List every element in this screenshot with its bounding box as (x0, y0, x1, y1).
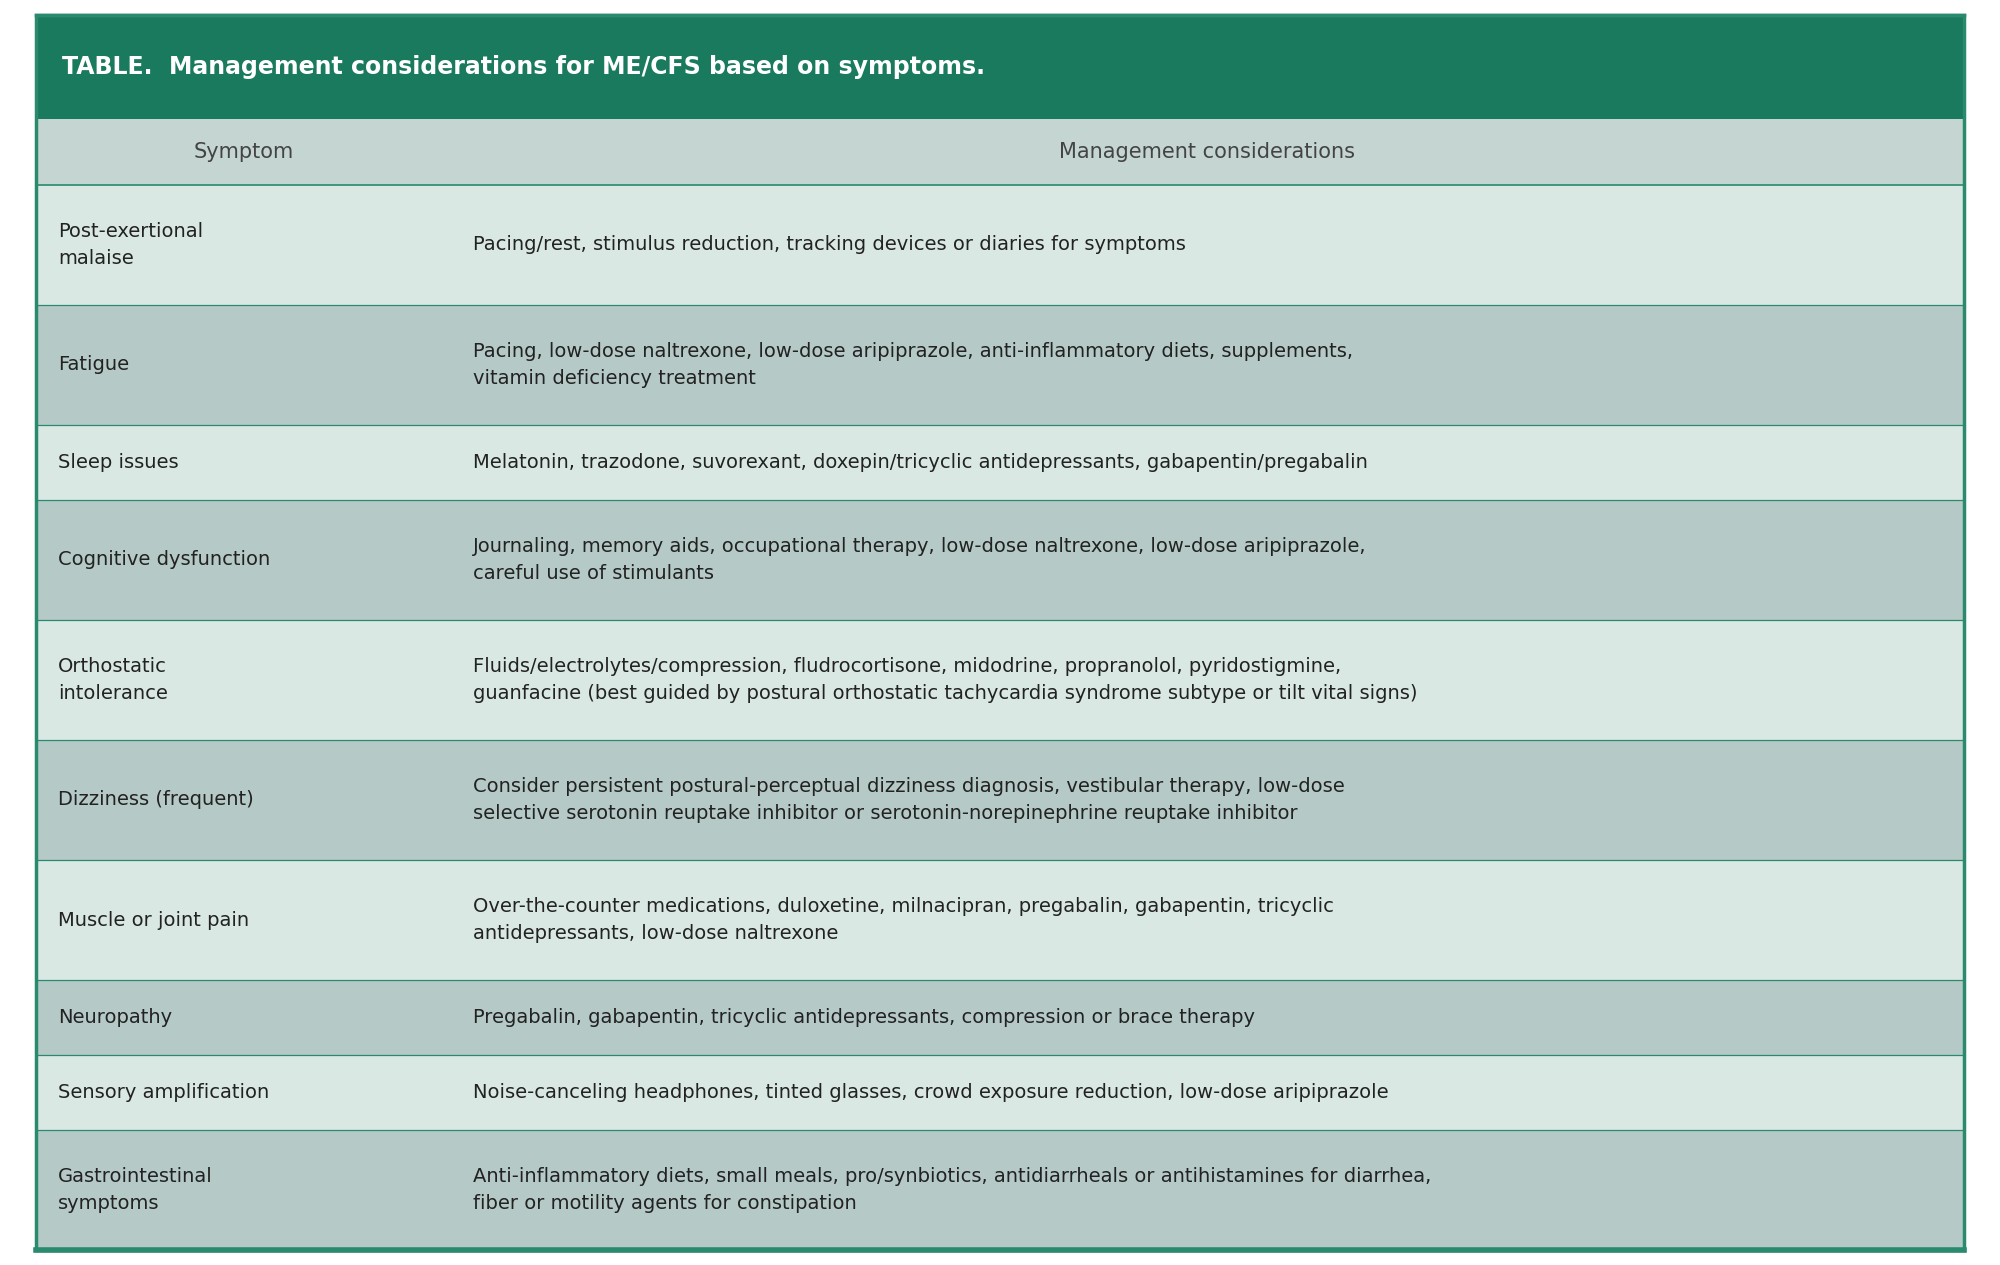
Bar (36, 500, 1964, 620)
Bar (36, 980, 1964, 1055)
Text: Gastrointestinal
symptoms: Gastrointestinal symptoms (58, 1166, 212, 1213)
Text: Neuropathy: Neuropathy (58, 1008, 172, 1027)
Text: Over-the-counter medications, duloxetine, milnacipran, pregabalin, gabapentin, t: Over-the-counter medications, duloxetine… (472, 897, 1334, 944)
Text: Pacing/rest, stimulus reduction, tracking devices or diaries for symptoms: Pacing/rest, stimulus reduction, trackin… (472, 235, 1186, 254)
Text: Pacing, low-dose naltrexone, low-dose aripiprazole, anti-inflammatory diets, sup: Pacing, low-dose naltrexone, low-dose ar… (472, 342, 1352, 388)
Text: Post-exertional
malaise: Post-exertional malaise (58, 221, 204, 268)
Bar (36, 1130, 1964, 1250)
Text: Muscle or joint pain: Muscle or joint pain (58, 911, 250, 930)
Bar (36, 620, 1964, 740)
Text: Journaling, memory aids, occupational therapy, low-dose naltrexone, low-dose ari: Journaling, memory aids, occupational th… (472, 536, 1366, 583)
Text: Fluids/electrolytes/compression, fludrocortisone, midodrine, propranolol, pyrido: Fluids/electrolytes/compression, fludroc… (472, 657, 1418, 703)
Text: Dizziness (frequent): Dizziness (frequent) (58, 791, 254, 810)
Text: Sensory amplification: Sensory amplification (58, 1083, 270, 1102)
Text: Noise-canceling headphones, tinted glasses, crowd exposure reduction, low-dose a: Noise-canceling headphones, tinted glass… (472, 1083, 1388, 1102)
Text: TABLE.  Management considerations for ME/CFS based on symptoms.: TABLE. Management considerations for ME/… (62, 56, 984, 78)
Text: Melatonin, trazodone, suvorexant, doxepin/tricyclic antidepressants, gabapentin/: Melatonin, trazodone, suvorexant, doxepi… (472, 453, 1368, 472)
Text: Symptom: Symptom (194, 142, 294, 162)
Text: Fatigue: Fatigue (58, 355, 130, 374)
Text: Orthostatic
intolerance: Orthostatic intolerance (58, 657, 168, 703)
Bar (36, 425, 1964, 500)
Bar (36, 740, 1964, 860)
Bar (36, 119, 1964, 185)
Bar (36, 305, 1964, 425)
Text: Pregabalin, gabapentin, tricyclic antidepressants, compression or brace therapy: Pregabalin, gabapentin, tricyclic antide… (472, 1008, 1254, 1027)
Text: Sleep issues: Sleep issues (58, 453, 178, 472)
Text: Anti-inflammatory diets, small meals, pro/synbiotics, antidiarrheals or antihist: Anti-inflammatory diets, small meals, pr… (472, 1166, 1430, 1213)
Bar (36, 1055, 1964, 1130)
Text: Consider persistent postural-perceptual dizziness diagnosis, vestibular therapy,: Consider persistent postural-perceptual … (472, 777, 1344, 824)
Bar (36, 15, 1964, 119)
Text: Cognitive dysfunction: Cognitive dysfunction (58, 550, 270, 569)
Text: Management considerations: Management considerations (1060, 142, 1356, 162)
Bar (36, 860, 1964, 980)
Bar (36, 185, 1964, 305)
